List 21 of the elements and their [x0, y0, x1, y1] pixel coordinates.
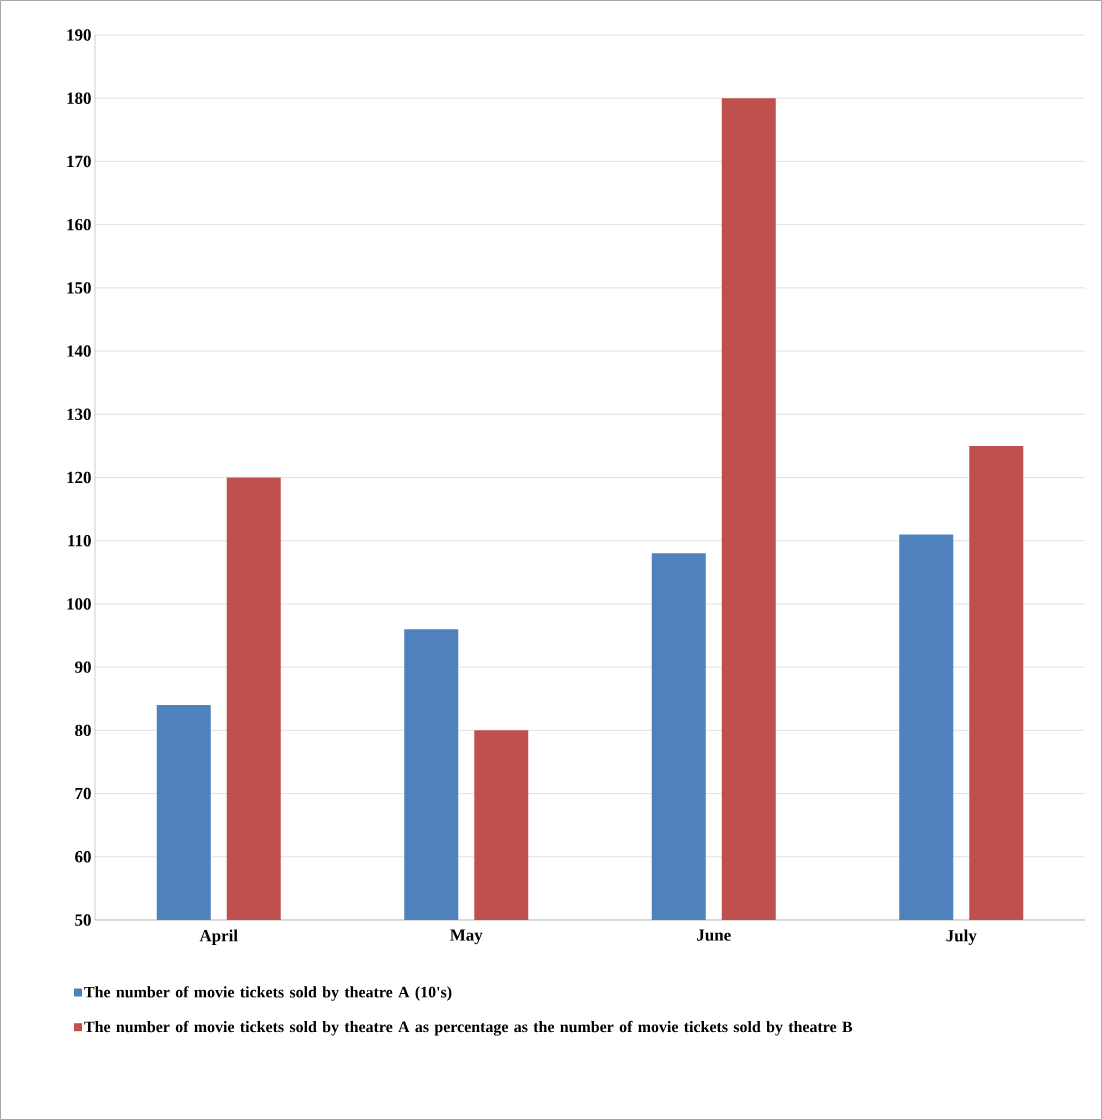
y-tick-label: 170 — [67, 155, 91, 168]
y-tick-label: 120 — [67, 471, 91, 484]
y-tick-label: 110 — [68, 534, 91, 547]
y-tick-label: 90 — [75, 661, 91, 673]
legend-label: The number of movie tickets sold by theatre A (10's) — [84, 986, 452, 1001]
y-tick-label: 100 — [67, 598, 91, 610]
x-tick-label: April — [199, 929, 238, 945]
y-tick-label: 50 — [75, 914, 91, 926]
y-tick-label: 80 — [75, 724, 91, 737]
y-tick-label: 130 — [67, 408, 91, 420]
y-tick-label: 150 — [67, 282, 91, 294]
y-tick-label: 160 — [67, 218, 91, 231]
y-tick-label: 190 — [67, 29, 91, 41]
y-tick-label: 70 — [75, 787, 91, 800]
y-tick-label: 180 — [67, 92, 91, 104]
x-tick-label: July — [946, 929, 977, 945]
x-tick-label: June — [697, 929, 731, 941]
x-tick-label: May — [450, 929, 483, 945]
legend-label: The number of movie tickets sold by theatre A as percentage as the number of movie tickets sold by theatre B — [84, 1020, 853, 1036]
y-tick-label: 140 — [67, 345, 91, 357]
y-tick-label: 60 — [75, 851, 91, 863]
